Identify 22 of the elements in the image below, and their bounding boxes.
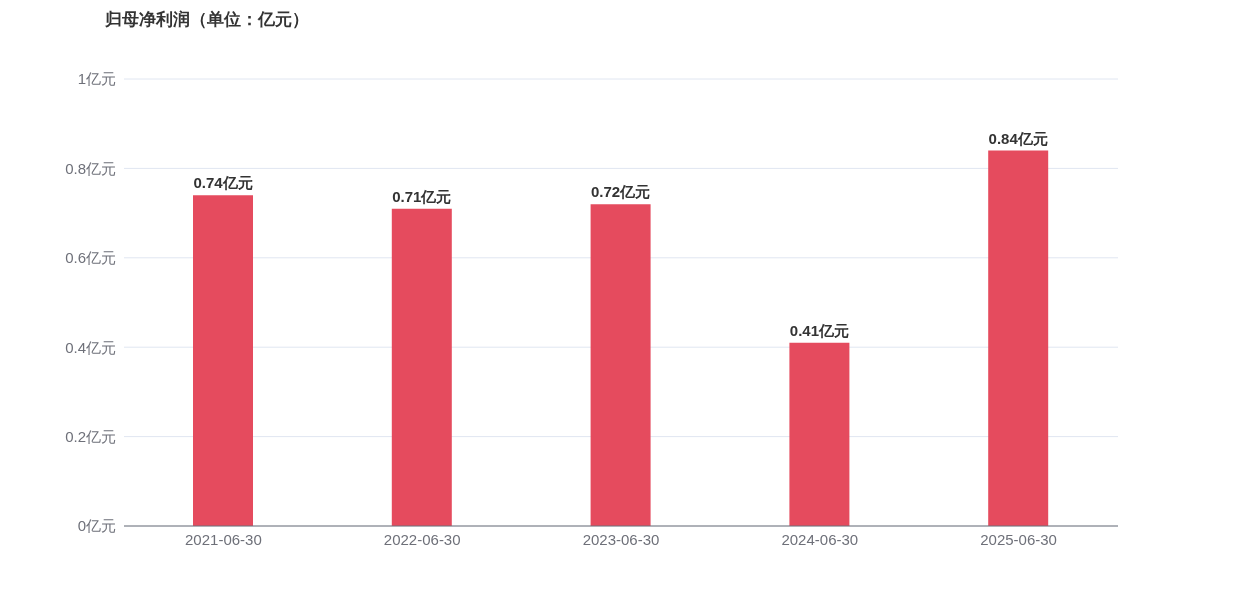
y-tick-label: 0.4亿元 — [65, 338, 116, 356]
x-tick-label: 2024-06-30 — [781, 530, 859, 548]
y-tick-label: 1亿元 — [77, 70, 116, 88]
x-tick-label: 2025-06-30 — [980, 530, 1057, 548]
data-label: 0.84亿元 — [988, 129, 1048, 147]
data-label: 0.72亿元 — [591, 183, 651, 201]
y-tick-label: 0.6亿元 — [65, 249, 116, 267]
x-tick-label: 2021-06-30 — [185, 530, 262, 548]
y-tick-label: 0.8亿元 — [65, 159, 116, 177]
y-tick-label: 0亿元 — [77, 517, 116, 535]
bar — [590, 204, 651, 526]
data-label: 0.41亿元 — [789, 321, 849, 339]
x-tick-label: 2022-06-30 — [383, 530, 461, 548]
x-tick-label: 2023-06-30 — [582, 530, 660, 548]
data-label: 0.71亿元 — [392, 187, 452, 205]
bar — [391, 208, 452, 526]
bar — [789, 342, 850, 526]
data-label: 0.74亿元 — [193, 174, 253, 192]
bar — [193, 195, 253, 526]
chart-title: 归母净利润（单位：亿元） — [105, 9, 309, 31]
bar — [988, 150, 1049, 526]
y-tick-label: 0.2亿元 — [65, 427, 116, 445]
